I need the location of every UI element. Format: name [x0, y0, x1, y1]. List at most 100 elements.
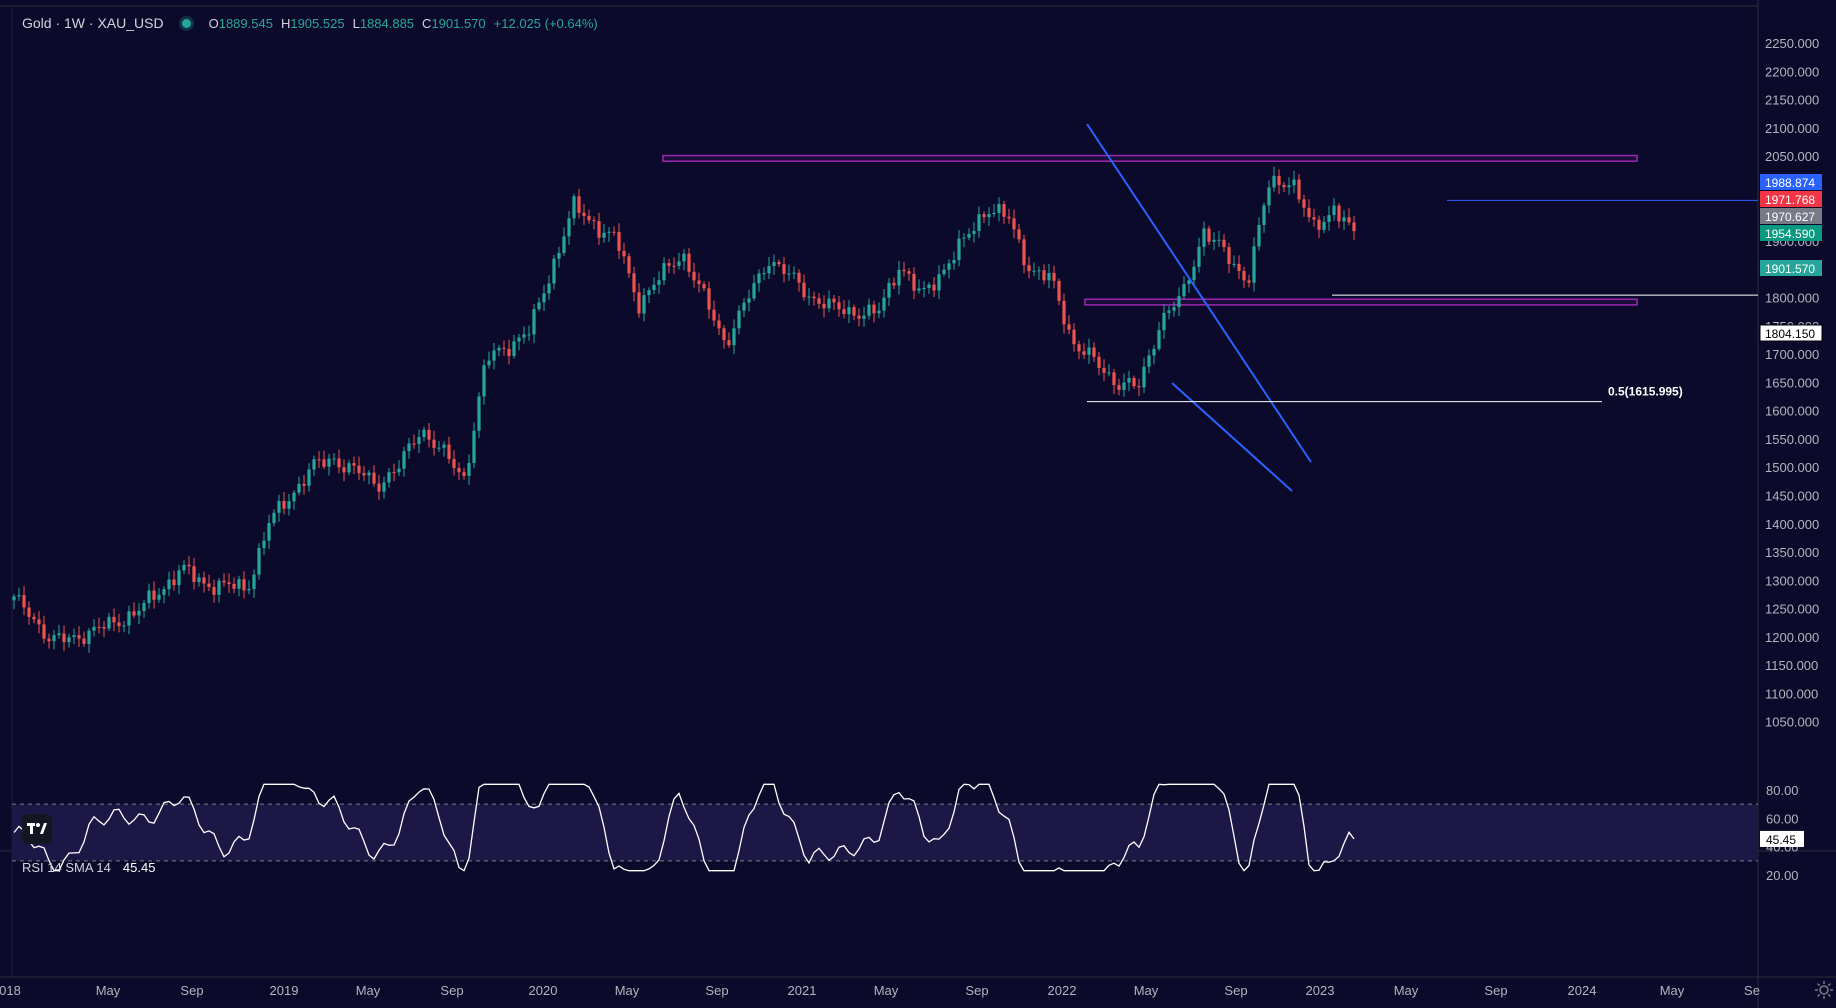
candle-body — [857, 315, 861, 319]
candle — [1052, 265, 1056, 289]
candle — [1062, 293, 1066, 334]
candle-body — [1277, 175, 1281, 186]
candle — [862, 306, 866, 327]
candle — [1127, 370, 1131, 392]
candle — [1152, 344, 1156, 365]
candle — [1312, 208, 1316, 227]
candle-body — [1177, 296, 1181, 308]
market-status-icon[interactable] — [181, 18, 191, 28]
candle — [277, 494, 281, 522]
candle-body — [542, 293, 546, 303]
candle-body — [137, 610, 141, 616]
candle-body — [232, 583, 236, 589]
candle-body — [697, 280, 701, 285]
candle — [752, 274, 756, 301]
ohlc-high: H1905.525 — [280, 15, 345, 31]
price-badges: 1988.874 1971.768 1970.627 1954.590 1901.570… — [1759, 174, 1823, 342]
candle — [57, 624, 61, 639]
candle-body — [302, 483, 306, 486]
candle-body — [1032, 270, 1036, 272]
candle-body — [927, 284, 931, 289]
candle-body — [267, 523, 271, 541]
fib-label: 0.5(1615.995) — [1608, 385, 1683, 399]
candle — [287, 494, 291, 516]
candle-body — [627, 256, 631, 274]
candle — [1302, 194, 1306, 217]
time-label: Sep — [180, 983, 203, 998]
candle-body — [597, 221, 601, 238]
candle-body — [122, 625, 126, 627]
trendline — [1171, 382, 1293, 492]
price-badge-bg — [1760, 208, 1822, 224]
candle — [272, 509, 276, 527]
candle-body — [947, 263, 951, 270]
candle-body — [87, 630, 91, 644]
price-badge-bg — [1760, 260, 1822, 276]
candle-body — [952, 260, 956, 264]
candle-body — [1252, 246, 1256, 283]
candle — [1307, 199, 1311, 223]
symbol-title[interactable]: Gold · 1W · XAU_USD — [22, 15, 164, 31]
candle-body — [107, 616, 111, 629]
candle-body — [1322, 221, 1326, 230]
candle-body — [207, 583, 211, 588]
candle-body — [117, 622, 121, 627]
tradingview-logo-icon[interactable] — [22, 814, 52, 844]
candle-body — [322, 459, 326, 467]
price-scale-label: 1100.000 — [1765, 686, 1818, 701]
rsi-legend[interactable]: RSI 14 SMA 14 45.45 — [22, 860, 155, 875]
candle-body — [437, 447, 441, 449]
candle — [1017, 223, 1021, 243]
candle — [147, 583, 151, 609]
candle — [557, 246, 561, 268]
candle — [242, 571, 246, 599]
candle — [567, 210, 571, 245]
candle-body — [717, 320, 721, 329]
candle — [622, 242, 626, 264]
candle-body — [687, 253, 691, 272]
candle — [582, 203, 586, 225]
candle — [457, 462, 461, 481]
candle-body — [752, 283, 756, 299]
candle-body — [447, 444, 451, 460]
candle — [1167, 305, 1171, 320]
candle-body — [287, 501, 291, 509]
candle-body — [897, 269, 901, 286]
candle-body — [547, 283, 551, 294]
candle — [1057, 278, 1061, 306]
candle-body — [1127, 378, 1131, 383]
candle — [377, 474, 381, 500]
candle — [942, 263, 946, 277]
time-label: May — [1134, 983, 1159, 998]
candle-body — [917, 288, 921, 291]
candle — [1117, 378, 1121, 396]
candle — [302, 474, 306, 495]
candle-body — [922, 288, 926, 290]
candle-body — [592, 220, 596, 222]
candle — [497, 345, 501, 357]
candle-body — [422, 429, 426, 438]
candle-body — [277, 501, 281, 513]
candle — [1292, 170, 1296, 194]
candle — [832, 294, 836, 311]
candle-body — [402, 451, 406, 469]
time-label: 2019 — [270, 983, 299, 998]
candle — [657, 271, 661, 294]
gear-icon[interactable] — [1814, 980, 1836, 1002]
candle — [212, 579, 216, 603]
candle — [502, 340, 506, 356]
candle-body — [507, 348, 511, 356]
candle-body — [417, 437, 421, 444]
price-scale-label: 2100.000 — [1765, 121, 1819, 136]
candle — [82, 631, 86, 647]
candle — [727, 332, 731, 348]
candle — [1172, 301, 1176, 317]
candle-body — [427, 429, 431, 440]
price-scale-label: 1350.000 — [1765, 545, 1819, 560]
price-badge: 1970.627 — [1760, 208, 1822, 224]
candle — [1067, 315, 1071, 335]
candle-body — [712, 309, 716, 321]
candle-body — [1017, 229, 1021, 240]
